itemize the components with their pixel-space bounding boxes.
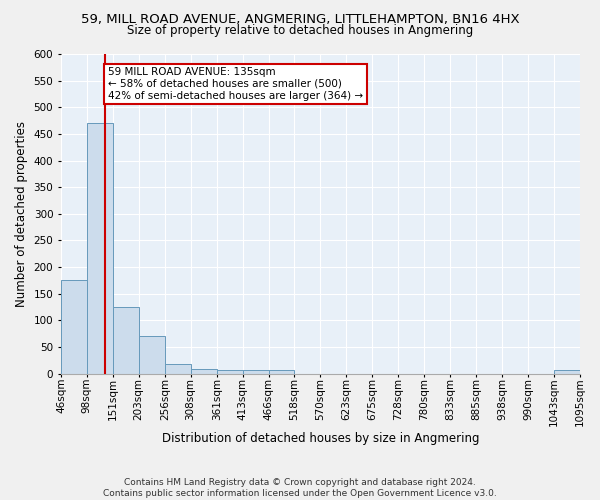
Bar [139,336,165,374]
Bar [113,307,139,374]
Bar [217,370,242,374]
Text: 59 MILL ROAD AVENUE: 135sqm
← 58% of detached houses are smaller (500)
42% of se: 59 MILL ROAD AVENUE: 135sqm ← 58% of det… [108,68,363,100]
Bar [191,369,217,374]
Bar [269,370,295,374]
Text: Contains HM Land Registry data © Crown copyright and database right 2024.
Contai: Contains HM Land Registry data © Crown c… [103,478,497,498]
Y-axis label: Number of detached properties: Number of detached properties [15,121,28,307]
Bar [86,124,113,374]
X-axis label: Distribution of detached houses by size in Angmering: Distribution of detached houses by size … [162,432,479,445]
Bar [554,370,580,374]
Bar [165,364,191,374]
Text: Size of property relative to detached houses in Angmering: Size of property relative to detached ho… [127,24,473,37]
Bar [242,370,269,374]
Bar [61,280,86,374]
Text: 59, MILL ROAD AVENUE, ANGMERING, LITTLEHAMPTON, BN16 4HX: 59, MILL ROAD AVENUE, ANGMERING, LITTLEH… [80,12,520,26]
